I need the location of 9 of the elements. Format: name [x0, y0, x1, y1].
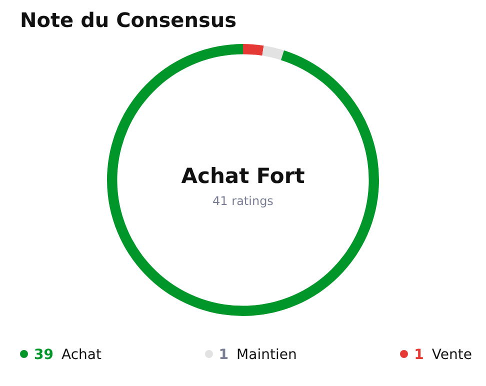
data-label: 39 — [34, 347, 54, 363]
data-label: 1 — [218, 347, 229, 363]
chart-title: Note du Consensus — [20, 8, 236, 32]
text: 41 ratings — [212, 194, 274, 208]
legend-label: Achat — [61, 347, 102, 363]
text: Achat Fort — [180, 164, 306, 188]
legend-label: Maintien — [236, 347, 297, 363]
legend-label: Vente — [432, 347, 472, 363]
data-label: 1 — [414, 347, 424, 363]
